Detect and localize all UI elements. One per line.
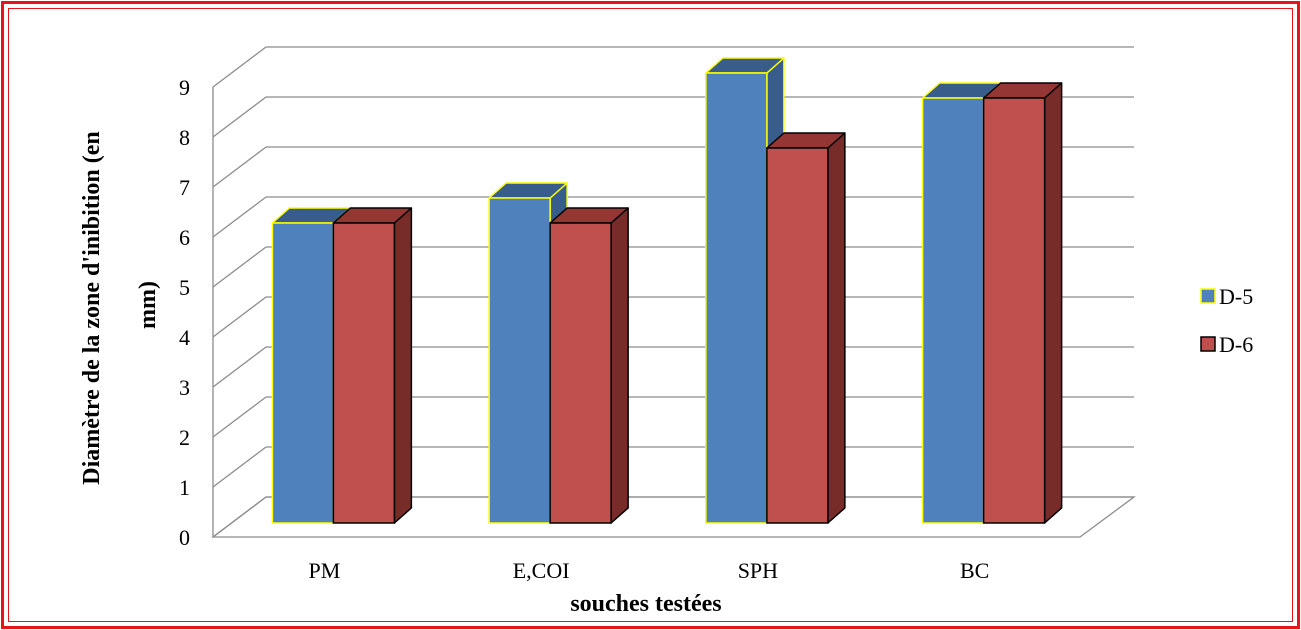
y-axis-title: Diamètre de la zone d'inibition (en mm) — [79, 125, 161, 485]
y-tick-label: 9 — [179, 75, 190, 100]
inner-frame — [8, 8, 1293, 622]
bar-D-6-E,COI — [549, 207, 629, 524]
legend-label: D-5 — [1219, 284, 1253, 309]
side-gridline-2 — [212, 396, 267, 438]
y-tick-label: 3 — [179, 375, 190, 400]
legend-swatch — [1200, 288, 1216, 304]
bar-front — [488, 197, 551, 524]
side-gridline-7 — [212, 146, 267, 188]
x-category-label: SPH — [738, 558, 778, 583]
bar-side — [1043, 82, 1063, 524]
y-tick-label: 1 — [179, 475, 190, 500]
bar-front — [766, 147, 829, 524]
x-category-label: E,COI — [513, 558, 570, 583]
x-category-labels: PM E,COI SPH BC — [308, 558, 989, 583]
side-gridline-6 — [212, 196, 267, 238]
bar-side — [393, 207, 413, 524]
side-gridline-5 — [212, 246, 267, 288]
side-gridline-8 — [212, 96, 267, 138]
bar-side — [610, 207, 629, 524]
x-category-label: BC — [960, 558, 989, 583]
legend-label: D-6 — [1219, 332, 1253, 357]
x-axis-title: souches testées — [570, 591, 721, 617]
side-gridline-3 — [212, 346, 267, 388]
bar-front — [921, 97, 985, 524]
bar-front — [549, 222, 612, 524]
y-axis-title-line-2: mm) — [135, 281, 161, 329]
side-gridline-1 — [212, 446, 267, 488]
bar-side — [827, 132, 846, 524]
bar-D-6-PM — [332, 207, 413, 524]
bars — [271, 57, 1063, 524]
y-tick-label: 6 — [179, 225, 190, 250]
y-axis-title-line-1: Diamètre de la zone d'inibition (en — [79, 131, 105, 485]
x-category-label: PM — [308, 558, 340, 583]
y-tick-labels: 0 1 2 3 4 5 6 7 8 9 — [179, 75, 190, 550]
side-gridline-4 — [212, 296, 267, 338]
floor — [211, 496, 1136, 538]
bar-D-6-SPH — [766, 132, 846, 524]
legend: D-5 D-6 — [1200, 284, 1253, 357]
y-tick-label: 4 — [179, 325, 190, 350]
y-tick-label: 8 — [179, 125, 190, 150]
bar-D-6-BC — [982, 82, 1063, 524]
legend-swatch — [1200, 336, 1216, 352]
y-tick-label: 5 — [179, 275, 190, 300]
y-tick-label: 7 — [179, 175, 190, 200]
bar-front — [705, 72, 768, 524]
y-tick-label: 2 — [179, 425, 190, 450]
bar-front — [982, 97, 1046, 524]
bar-front — [332, 222, 396, 524]
bar-front — [271, 222, 335, 524]
side-gridline-9 — [212, 46, 267, 88]
y-tick-label: 0 — [179, 525, 190, 550]
